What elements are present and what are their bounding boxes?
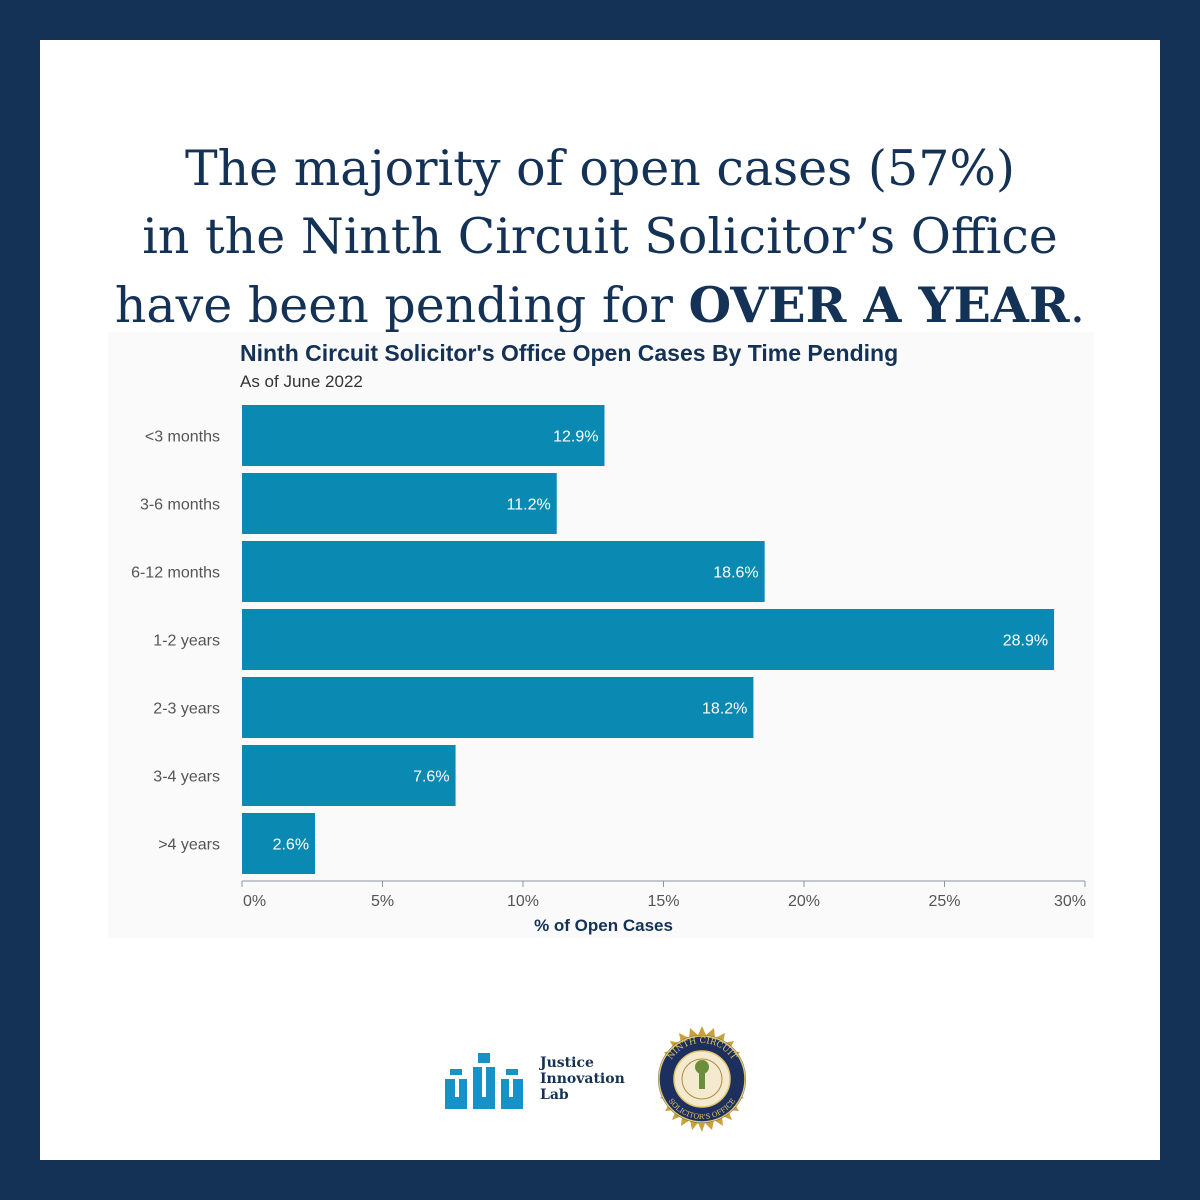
headline-line-3-prefix: have been pending for [114, 277, 689, 334]
category-label-1: 3-6 months [140, 497, 220, 514]
bar-value-label-1: 11.2% [507, 497, 551, 514]
bar-1 [242, 473, 557, 534]
headline-line-1: The majority of open cases (57%) [184, 140, 1016, 197]
headline: The majority of open cases (57%) in the … [40, 135, 1160, 340]
category-label-3: 1-2 years [153, 633, 220, 650]
x-tick-label-0: 0% [243, 893, 266, 910]
bar-0 [242, 405, 605, 466]
category-label-0: <3 months [145, 429, 220, 446]
justice-innovation-lab-logo: Justice Innovation Lab [445, 1049, 645, 1109]
x-tick-label-1: 5% [371, 893, 394, 910]
category-label-4: 2-3 years [153, 701, 220, 718]
bar-value-label-4: 18.2% [702, 701, 747, 718]
category-label-6: >4 years [158, 837, 220, 854]
category-label-5: 3-4 years [153, 769, 220, 786]
solicitors-office-seal: NINTH CIRCUIT SOLICITOR'S OFFICE [658, 1026, 746, 1132]
bar-5 [242, 745, 456, 806]
x-tick-label-6: 30% [1054, 893, 1086, 910]
chart-panel: 12.9% <3 months 11.2% 3-6 months 18.6% 6-12 m… [108, 332, 1094, 938]
chart-subtitle: As of June 2022 [240, 372, 363, 391]
bar-6 [242, 813, 316, 874]
bar-value-label-3: 28.9% [1003, 633, 1048, 650]
bar-value-label-5: 7.6% [413, 769, 449, 786]
infographic-card: The majority of open cases (57%) in the … [40, 40, 1160, 1160]
seal-starburst-icon [658, 1026, 746, 1132]
logo-row: Justice Innovation Lab NINTH CIRCUIT [40, 1025, 1160, 1155]
headline-emphasis: OVER A YEAR [688, 276, 1070, 334]
jil-text-line-3: Lab [540, 1087, 569, 1103]
headline-line-3: have been pending for OVER A YEAR. [40, 271, 1160, 340]
category-label-2: 6-12 months [131, 565, 220, 582]
bar-value-label-0: 12.9% [553, 429, 598, 446]
jil-text-line-2: Innovation [540, 1071, 625, 1087]
bar-4 [242, 677, 754, 738]
bar-value-label-6: 2.6% [273, 837, 309, 854]
x-axis-title: % of Open Cases [534, 916, 673, 935]
x-tick-label-5: 25% [928, 893, 960, 910]
jil-text-line-1: Justice [540, 1055, 594, 1071]
chart-title: Ninth Circuit Solicitor's Office Open Ca… [240, 340, 899, 366]
jil-logo-icon [445, 1053, 523, 1109]
jil-logo-text: Justice Innovation Lab [540, 1055, 625, 1103]
x-tick-label-2: 10% [507, 893, 539, 910]
bar-value-label-2: 18.6% [713, 565, 758, 582]
bar-2 [242, 541, 765, 602]
headline-line-2: in the Ninth Circuit Solicitor’s Office [142, 208, 1058, 265]
headline-line-3-suffix: . [1069, 277, 1086, 334]
x-tick-label-4: 20% [788, 893, 820, 910]
bar-chart: 12.9% <3 months 11.2% 3-6 months 18.6% 6-12 m… [131, 405, 1086, 935]
bar-3 [242, 609, 1055, 670]
x-tick-label-3: 15% [647, 893, 679, 910]
